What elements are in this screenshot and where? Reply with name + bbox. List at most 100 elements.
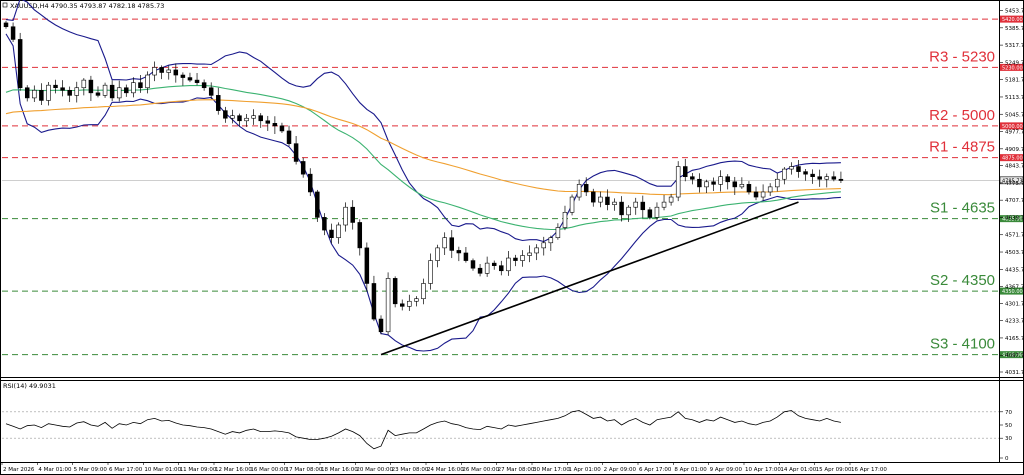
candle-body [194,79,200,83]
candle-body [520,255,525,261]
candle-body [555,227,561,239]
candle-body [449,237,455,251]
price-tick-label: 5249.70 [1005,60,1024,66]
current-price-box [999,176,1024,185]
price-tick-label: 5453.70 [1005,9,1024,15]
candle-body [675,166,681,198]
level-box-s2 [1000,287,1023,295]
symbol-header-text: XAUUSD,H4 4790.35 4793.87 4782.18 4785.7… [10,2,164,10]
candle-body [753,191,759,198]
candle-body [336,224,341,239]
time-tick-label: 17 Mar 08:00 [286,467,323,473]
candle-body [407,300,412,307]
candle-body [364,247,370,284]
candle-body [484,262,490,274]
time-tick-label: 6 Mar 17:00 [109,467,143,473]
candle-body [159,67,164,73]
candle-body [704,181,709,188]
level-box-label-r2: 5000.00 [1002,124,1023,130]
time-tick-label: 16 Apr 17:00 [851,467,887,473]
time-tick-label: 24 Mar 16:00 [427,467,464,473]
level-lines: 5420.00 5230.00 R3 - 5230 5000.00 R2 - 5000 4… [2,15,1024,359]
candle-body [308,173,313,193]
candle-body [17,39,23,89]
price-tick-label: 4909.70 [1005,147,1024,153]
level-label-r1: R1 - 4875 [929,139,995,156]
candle-body [343,206,348,226]
time-tick-label: 12 Mar 16:00 [215,467,252,473]
candle-body [265,120,271,124]
candle-body [350,206,355,223]
price-tick-label: 5385.70 [1005,26,1024,32]
candle-body [683,166,688,178]
candle-body [817,176,822,180]
candle-body [782,168,787,180]
rsi-tick-label: 0 [1005,456,1009,462]
candle-body [357,222,363,249]
symbol-header-icon [2,2,8,8]
candle-body [767,186,773,193]
candle-body [201,82,207,89]
time-tick-label: 1 Apr 01:00 [568,467,601,473]
time-tick-label: 18 Mar 16:00 [321,467,358,473]
candle-body [223,110,228,119]
candle-body [286,130,292,144]
level-label-r3: R3 - 5230 [929,48,995,65]
price-tick-label: 5181.70 [1005,78,1024,84]
level-box-s3 [1000,351,1023,359]
candle-body [619,201,624,216]
candle-body [598,196,603,203]
candle-body [506,257,511,272]
symbol-header: XAUUSD,H4 4790.35 4793.87 4782.18 4785.7… [2,2,164,10]
time-tick-label: 16 Mar 00:00 [250,467,287,473]
time-tick-label: 30 Mar 17:00 [533,467,570,473]
candle-body [654,206,660,218]
candle-body [60,87,65,91]
candle-body [810,173,815,178]
candle-body [300,161,306,175]
price-tick-label: 4503.70 [1005,250,1024,256]
candle-body [24,87,30,99]
price-tick-label: 4977.70 [1005,130,1024,136]
price-tick-label: 4233.70 [1005,319,1024,325]
candle-body [102,84,108,96]
candle-body [81,79,87,89]
top-level-box-label: 5420.00 [1002,17,1023,23]
candle-body [739,184,745,188]
candle-body [548,237,554,244]
candle-body [385,278,391,333]
sma-200-line [5,99,841,196]
level-box-s1 [1000,215,1023,223]
top-level-box [1000,15,1023,23]
candle-body [668,196,674,203]
time-tick-label: 15 Apr 09:00 [816,467,852,473]
time-tick-label: 26 Mar 00:00 [462,467,499,473]
time-tick-label: 9 Apr 09:00 [710,467,743,473]
candle-body [591,191,596,203]
trendline [380,201,799,356]
candle-body [456,250,462,254]
level-box-label-s3: 4100.00 [1002,353,1023,359]
price-tick-label: 4571.70 [1005,233,1024,239]
candle-body [732,181,738,188]
candle-body [421,283,426,300]
candle-body [131,82,136,94]
price-tick-label: 4301.70 [1005,301,1024,307]
candle-body [371,283,377,320]
candle-body [258,115,263,122]
candle-body [428,260,433,284]
level-box-r1 [1000,154,1023,162]
rsi-header: RSI(14) 49.9031 [3,382,56,390]
candle-body [208,87,214,96]
candle-body [435,247,440,261]
bollinger-bands [5,0,841,352]
candle-body [760,191,766,198]
current-price-label: 4785.73 [1002,178,1023,184]
candle-body [322,217,327,231]
candles [3,20,844,335]
candle-body [640,201,646,211]
candle-body [774,178,780,188]
price-tick-label: 4097.70 [1005,353,1024,359]
candle-body [272,123,278,127]
